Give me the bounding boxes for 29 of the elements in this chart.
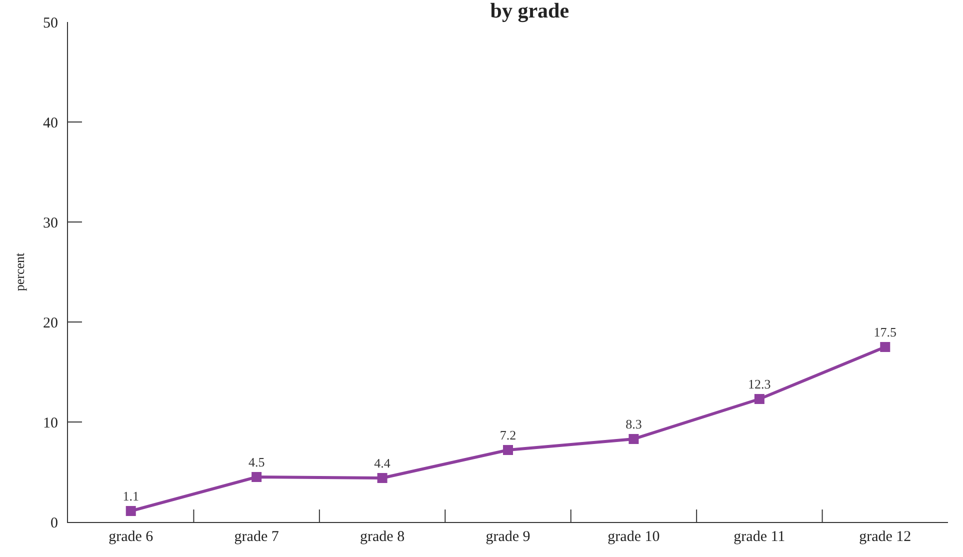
x-tick-label: grade 8: [360, 529, 405, 545]
y-tick-label: 40: [43, 115, 58, 132]
point: [503, 445, 513, 455]
x-tick-label: grade 11: [734, 529, 786, 545]
y-axis-title: percent: [12, 252, 27, 292]
x-tick-label: grade 7: [234, 529, 280, 545]
data-label: 8.3: [626, 416, 642, 432]
point: [252, 472, 262, 482]
y-tick-label: 50: [43, 15, 58, 32]
point: [754, 394, 764, 404]
x-tick-label: grade 12: [859, 529, 912, 545]
data-label: 17.5: [874, 324, 897, 340]
data-label: 4.5: [248, 454, 265, 470]
chart-title: by grade: [490, 0, 570, 22]
y-tick-label: 30: [43, 215, 58, 232]
data-label: 12.3: [748, 376, 771, 392]
y-tick-label: 20: [43, 315, 58, 332]
data-label: 1.1: [122, 488, 139, 504]
x-tick-label: grade 9: [486, 529, 530, 545]
data-label: 4.4: [374, 456, 391, 470]
point: [628, 434, 639, 444]
x-tick-label: grade 10: [608, 529, 660, 545]
data-label: 7.2: [500, 428, 516, 442]
y-tick-label: 10: [43, 415, 58, 432]
point: [377, 473, 388, 483]
point: [880, 342, 890, 352]
y-tick-label: 0: [50, 515, 58, 532]
point: [126, 506, 136, 516]
x-tick-label: grade 6: [108, 529, 154, 545]
